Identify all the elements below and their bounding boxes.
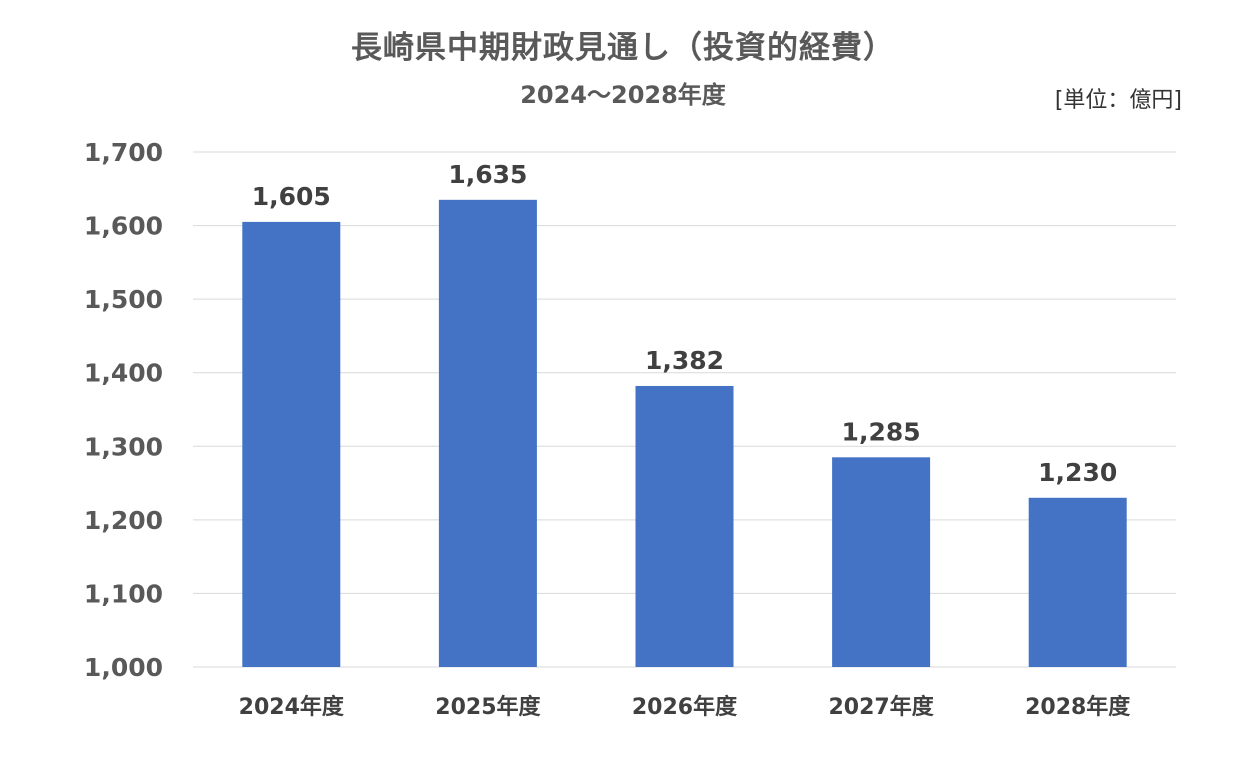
bars [242, 199, 1127, 668]
chart-title: 長崎県中期財政見通し（投資的経費） [351, 30, 895, 66]
data-label: 1,230 [1038, 458, 1117, 487]
data-label: 1,635 [448, 160, 527, 189]
y-tick-label: 1,700 [84, 138, 163, 167]
y-tick-label: 1,600 [84, 212, 163, 241]
y-tick-label: 1,400 [84, 359, 163, 388]
bar [832, 457, 931, 667]
y-tick-label: 1,500 [84, 285, 163, 314]
x-tick-label: 2027年度 [828, 694, 934, 720]
data-labels: 1,605 1,635 1,382 1,285 1,230 [252, 160, 1117, 487]
bar [635, 385, 734, 667]
bar [438, 199, 537, 668]
y-tick-label: 1,000 [84, 653, 163, 682]
x-axis-ticks: 2024年度 2025年度 2026年度 2027年度 2028年度 [239, 694, 1132, 720]
bar [242, 221, 341, 667]
data-label: 1,285 [842, 417, 921, 446]
y-tick-label: 1,100 [84, 579, 163, 608]
y-axis-ticks: 1,000 1,100 1,200 1,300 1,400 1,500 1,600 1,700 [84, 138, 163, 682]
y-tick-label: 1,300 [84, 432, 163, 461]
chart-subtitle: 2024～2028年度 [520, 81, 726, 109]
unit-label: [単位：億円] [1054, 88, 1182, 113]
x-tick-label: 2024年度 [239, 694, 345, 720]
bar [1028, 497, 1127, 667]
data-label: 1,605 [252, 182, 331, 211]
x-tick-label: 2028年度 [1025, 694, 1131, 720]
x-tick-label: 2025年度 [435, 694, 541, 720]
y-tick-label: 1,200 [84, 506, 163, 535]
x-tick-label: 2026年度 [632, 694, 738, 720]
data-label: 1,382 [645, 346, 724, 375]
